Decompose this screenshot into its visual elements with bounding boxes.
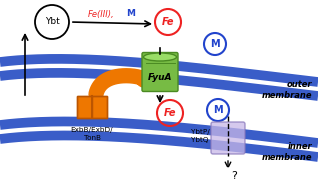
Bar — [77, 96, 92, 118]
Text: Fe(III),: Fe(III), — [88, 9, 114, 19]
Text: ExbB/ExbD/
TonB: ExbB/ExbD/ TonB — [71, 127, 113, 140]
Text: outer
membrane: outer membrane — [261, 80, 312, 100]
FancyBboxPatch shape — [142, 53, 178, 91]
Bar — [92, 96, 107, 118]
Text: inner
membrane: inner membrane — [261, 142, 312, 162]
Text: M: M — [213, 105, 223, 115]
Text: M: M — [210, 39, 220, 49]
Text: M: M — [126, 9, 135, 19]
Text: YbtP/
YbtQ: YbtP/ YbtQ — [190, 129, 209, 143]
Text: Fe: Fe — [162, 17, 174, 27]
Text: Fe: Fe — [164, 108, 176, 118]
Text: ?: ? — [231, 171, 237, 181]
Bar — [77, 96, 107, 118]
Text: FyuA: FyuA — [148, 74, 172, 83]
FancyBboxPatch shape — [211, 122, 245, 154]
Ellipse shape — [143, 53, 176, 61]
Text: Ybt: Ybt — [45, 18, 59, 26]
